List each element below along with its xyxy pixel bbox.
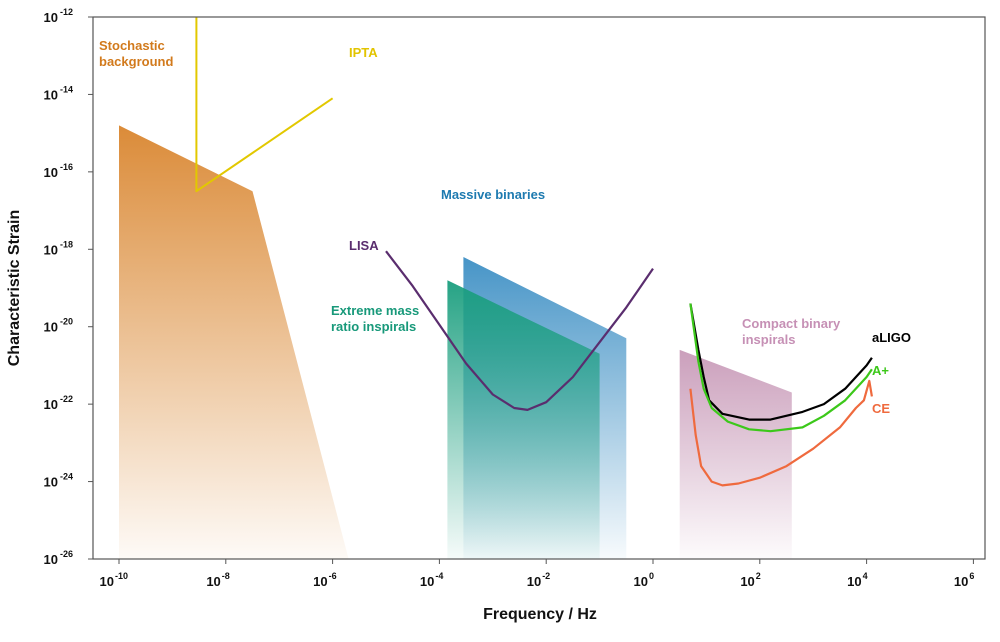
x-tick-exponent: 4 bbox=[863, 571, 868, 581]
x-tick-exponent: 0 bbox=[649, 571, 654, 581]
region-stochastic bbox=[119, 125, 349, 560]
y-tick-label: 10 bbox=[44, 165, 58, 180]
y-tick-exponent: -26 bbox=[60, 549, 73, 559]
label-compact: inspirals bbox=[742, 332, 795, 347]
label-ipta: IPTA bbox=[349, 45, 378, 60]
x-tick-exponent: -8 bbox=[222, 571, 230, 581]
label-stochastic: background bbox=[99, 54, 173, 69]
curve-ipta bbox=[195, 17, 334, 193]
x-axis-title: Frequency / Hz bbox=[483, 606, 597, 623]
x-tick-label: 10 bbox=[847, 574, 861, 589]
y-tick-exponent: -16 bbox=[60, 162, 73, 172]
x-tick-label: 10 bbox=[100, 574, 114, 589]
label-lisa: LISA bbox=[349, 238, 379, 253]
x-tick-label: 10 bbox=[954, 574, 968, 589]
label-a-: A+ bbox=[872, 363, 889, 378]
curve-lisa bbox=[385, 250, 654, 411]
label-massive: Massive binaries bbox=[441, 187, 545, 202]
sensitivity-curves bbox=[195, 17, 873, 487]
label-emri: ratio inspirals bbox=[331, 319, 416, 334]
y-tick-label: 10 bbox=[44, 320, 58, 335]
y-tick-label: 10 bbox=[44, 87, 58, 102]
label-compact: Compact binary bbox=[742, 316, 841, 331]
x-tick-exponent: -10 bbox=[115, 571, 128, 581]
y-tick-exponent: -12 bbox=[60, 7, 73, 17]
curve-aligo bbox=[689, 303, 873, 421]
y-tick-label: 10 bbox=[44, 10, 58, 25]
x-tick-exponent: -6 bbox=[329, 571, 337, 581]
plot-frame bbox=[92, 16, 986, 560]
label-aligo: aLIGO bbox=[872, 330, 911, 345]
y-tick-label: 10 bbox=[44, 397, 58, 412]
x-tick-label: 10 bbox=[634, 574, 648, 589]
y-tick-label: 10 bbox=[44, 475, 58, 490]
y-tick-exponent: -24 bbox=[60, 472, 73, 482]
label-stochastic: Stochastic bbox=[99, 38, 165, 53]
y-tick-exponent: -20 bbox=[60, 317, 73, 327]
x-axis-ticks: 10 -10 10 -8 10 -6 10 -4 10 -2 10 0 10 2 10 4 10 6 bbox=[100, 559, 974, 589]
label-emri: Extreme mass bbox=[331, 303, 419, 318]
x-tick-label: 10 bbox=[740, 574, 754, 589]
source-regions bbox=[119, 125, 792, 560]
x-tick-label: 10 bbox=[313, 574, 327, 589]
y-tick-exponent: -22 bbox=[60, 394, 73, 404]
y-tick-label: 10 bbox=[44, 242, 58, 257]
curve-ce bbox=[689, 379, 873, 487]
y-tick-exponent: -14 bbox=[60, 84, 73, 94]
label-ce: CE bbox=[872, 401, 890, 416]
x-tick-exponent: 6 bbox=[969, 571, 974, 581]
region-compact bbox=[679, 349, 792, 559]
x-tick-exponent: -2 bbox=[542, 571, 550, 581]
region-emri bbox=[447, 280, 600, 559]
x-tick-label: 10 bbox=[206, 574, 220, 589]
x-tick-label: 10 bbox=[420, 574, 434, 589]
x-tick-label: 10 bbox=[527, 574, 541, 589]
y-axis-title: Characteristic Strain bbox=[6, 210, 23, 367]
x-tick-exponent: 2 bbox=[756, 571, 761, 581]
curve-a- bbox=[689, 303, 873, 433]
y-tick-label: 10 bbox=[44, 552, 58, 567]
x-tick-exponent: -4 bbox=[435, 571, 443, 581]
y-tick-exponent: -18 bbox=[60, 239, 73, 249]
